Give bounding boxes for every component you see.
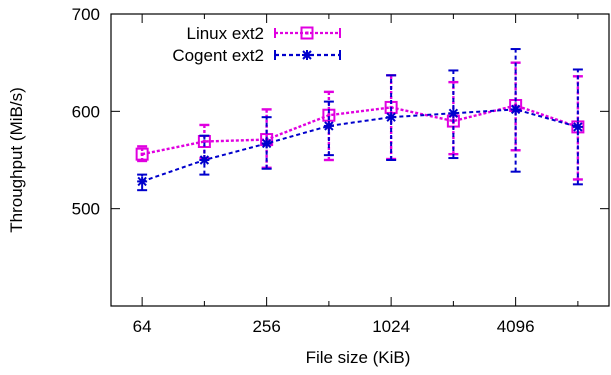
series-cogent-ext2 — [137, 48, 583, 192]
x-tick-label: 1024 — [372, 317, 410, 336]
point-marker-dot — [140, 152, 144, 156]
point-marker-dot — [305, 31, 309, 35]
point-marker-square — [300, 26, 314, 40]
point-marker-asterisk — [302, 50, 312, 60]
point-marker-dot — [327, 113, 331, 117]
x-tick-label: 64 — [133, 317, 152, 336]
series-layer — [135, 48, 585, 192]
plot-frame — [110, 13, 610, 307]
point-marker-asterisk — [261, 138, 272, 149]
point-marker-asterisk — [323, 120, 334, 131]
y-axis-label: Throughput (MiB/s) — [7, 87, 26, 233]
point-marker-square — [135, 147, 149, 161]
point-marker-asterisk — [448, 108, 459, 119]
y-tick-label: 700 — [72, 5, 100, 24]
series-line — [141, 104, 579, 156]
axes: 500 600 700 64 256 1024 4096 — [72, 5, 610, 336]
x-axis-label: File size (KiB) — [306, 348, 411, 367]
legend-label: Linux ext2 — [187, 24, 265, 43]
legend-label: Cogent ext2 — [172, 46, 264, 65]
point-marker-asterisk — [199, 155, 210, 165]
x-tick-label: 256 — [252, 317, 280, 336]
y-tick-label: 600 — [72, 102, 100, 121]
series-line — [141, 108, 579, 183]
point-marker-dot — [202, 140, 206, 144]
y-tick-label: 500 — [72, 200, 100, 219]
point-marker-asterisk — [510, 104, 521, 115]
x-tick-label: 4096 — [497, 317, 535, 336]
point-marker-asterisk — [386, 112, 397, 123]
legend: Linux ext2 Cogent ext2 — [172, 24, 341, 65]
point-marker-asterisk — [137, 176, 148, 187]
point-marker-asterisk — [572, 121, 583, 132]
